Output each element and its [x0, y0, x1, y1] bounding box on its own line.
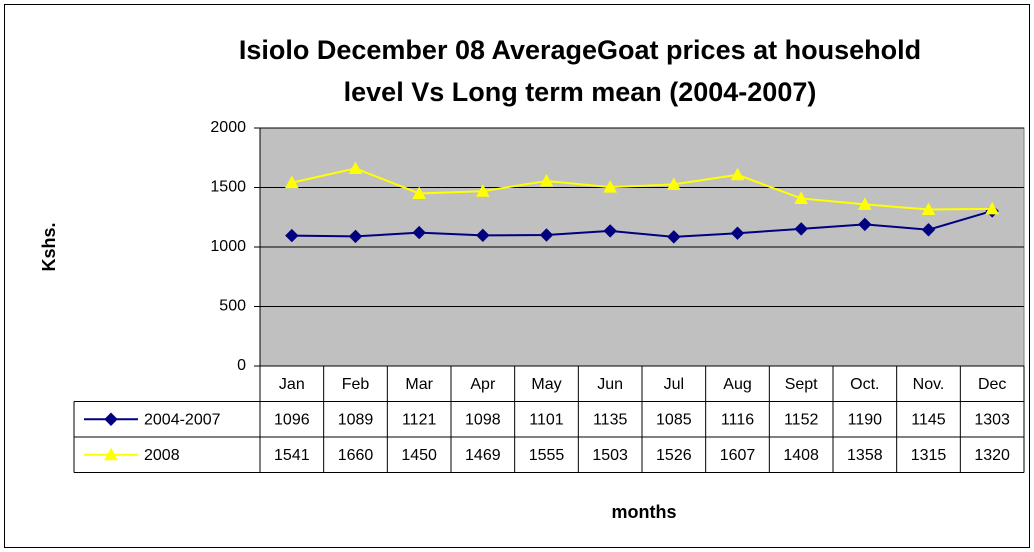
table-value: 1116 — [721, 411, 754, 428]
marker — [476, 228, 490, 243]
table-value: 1152 — [784, 411, 819, 428]
x-tick-label: Apr — [470, 376, 496, 393]
table-value: 1526 — [656, 447, 692, 464]
marker — [539, 228, 554, 242]
table-value: 1503 — [592, 447, 628, 464]
x-tick-label: Feb — [342, 376, 370, 393]
marker — [539, 173, 554, 187]
marker — [475, 184, 490, 197]
series-line — [291, 209, 993, 238]
table-value: 1121 — [402, 411, 437, 428]
table-value: 1358 — [847, 447, 883, 464]
table-value: 1450 — [401, 447, 437, 464]
marker — [857, 197, 872, 210]
marker — [667, 230, 681, 244]
x-tick-label: Mar — [405, 376, 433, 393]
series-line — [291, 167, 993, 211]
table-value: 1315 — [911, 447, 947, 464]
marker — [348, 229, 363, 244]
table-value: 1085 — [656, 411, 692, 428]
marker — [603, 180, 618, 193]
table-value: 1660 — [338, 447, 374, 464]
marker — [794, 222, 808, 236]
x-axis-title: months — [612, 502, 677, 522]
marker — [104, 412, 118, 426]
table-value: 1098 — [465, 411, 501, 428]
marker — [730, 167, 745, 181]
y-tick-label: 0 — [237, 357, 246, 374]
y-tick-label: 1500 — [210, 179, 246, 196]
table-value: 1469 — [465, 447, 501, 464]
y-tick-label: 2000 — [210, 119, 246, 136]
marker — [412, 225, 426, 240]
marker — [921, 223, 936, 237]
marker — [730, 226, 745, 240]
marker — [794, 191, 809, 204]
marker — [858, 217, 872, 232]
x-tick-label: Oct. — [850, 376, 879, 393]
table-value: 1320 — [974, 447, 1010, 464]
x-tick-label: Nov. — [913, 376, 945, 393]
x-tick-label: Jul — [664, 376, 684, 393]
marker — [285, 228, 299, 243]
legend-label: 2008 — [144, 447, 180, 464]
y-tick-label: 500 — [219, 298, 246, 315]
x-tick-label: Sept — [785, 376, 818, 393]
y-axis-title: Kshs. — [39, 222, 59, 271]
x-tick-label: Jan — [279, 376, 305, 393]
marker — [412, 186, 427, 199]
marker — [284, 175, 299, 189]
table-value: 1541 — [274, 447, 310, 464]
table-value: 1135 — [593, 411, 628, 428]
table-value: 1145 — [911, 411, 946, 428]
marker — [985, 201, 1000, 215]
marker — [921, 202, 936, 216]
marker — [666, 177, 681, 190]
table-value: 1190 — [848, 411, 883, 428]
marker — [348, 161, 363, 174]
chart-title: level Vs Long term mean (2004-2007) — [344, 77, 817, 107]
marker — [603, 224, 617, 238]
x-tick-label: Jun — [597, 376, 623, 393]
x-tick-label: Dec — [978, 376, 1006, 393]
table-value: 1408 — [783, 447, 819, 464]
x-tick-label: Aug — [723, 376, 751, 393]
legend-label: 2004-2007 — [144, 411, 221, 428]
table-value: 1096 — [274, 411, 310, 428]
table-value: 1607 — [720, 447, 756, 464]
chart-title: Isiolo December 08 AverageGoat prices at… — [239, 35, 921, 65]
x-tick-label: May — [531, 376, 561, 393]
y-tick-label: 1000 — [210, 238, 246, 255]
marker — [104, 447, 118, 461]
table-value: 1101 — [529, 411, 564, 428]
table-value: 1089 — [338, 411, 374, 428]
table-value: 1555 — [529, 447, 565, 464]
table-value: 1303 — [974, 411, 1010, 428]
